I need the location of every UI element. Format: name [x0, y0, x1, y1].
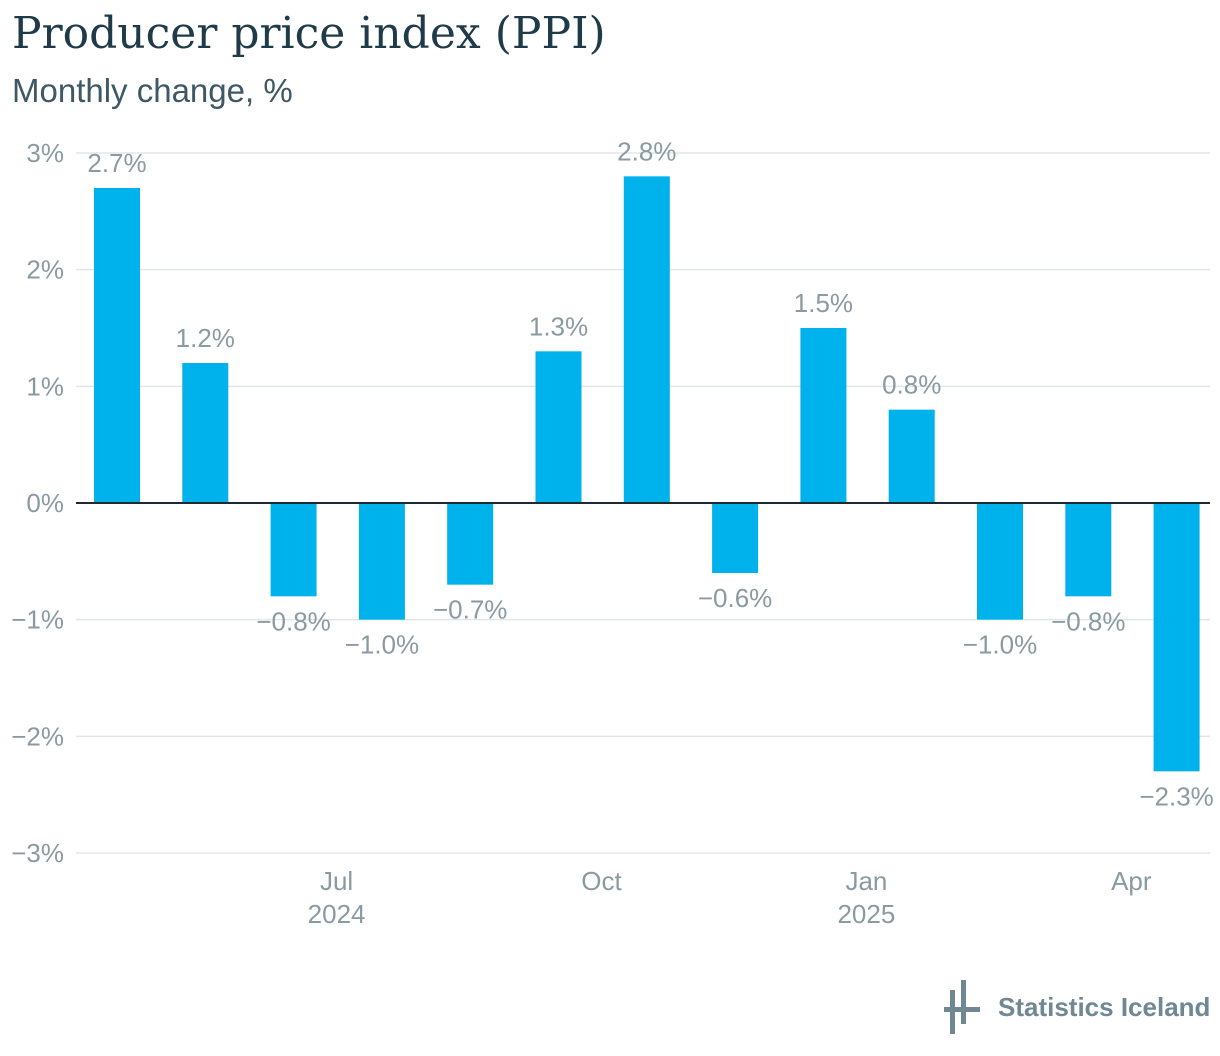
y-tick-label: −3% [11, 838, 64, 868]
x-tick-year-label: 2025 [837, 899, 895, 929]
x-tick-label: Jan [845, 866, 887, 896]
bar [358, 503, 405, 620]
x-tick-label: Jul [320, 866, 353, 896]
data-label: 2.7% [87, 148, 146, 178]
bar-chart: 3% 2% 1% 0% −1% −2% −3% 2.7% 1.2% −0.8% −1.0% −0.7%… [11, 136, 1214, 929]
x-tick-label: Oct [581, 866, 622, 896]
bar [270, 503, 317, 597]
data-label: −0.6% [698, 583, 772, 613]
statistics-iceland-logo: Statistics Iceland [944, 980, 1210, 1034]
y-tick-label: 0% [26, 488, 64, 518]
bar [447, 503, 494, 585]
logo-text: Statistics Iceland [998, 991, 1211, 1022]
bar [535, 351, 582, 503]
bar [977, 503, 1023, 620]
bar [1065, 503, 1112, 597]
bar [94, 188, 140, 503]
data-label: −2.3% [1139, 781, 1213, 811]
data-label: −0.8% [256, 606, 330, 636]
bar [1153, 503, 1200, 772]
data-label: 0.8% [882, 370, 941, 400]
bar [182, 363, 229, 503]
bar [712, 503, 759, 573]
statistics-iceland-logo-icon [944, 980, 980, 1034]
data-label: 2.8% [617, 136, 676, 166]
x-tick-year-label: 2024 [308, 899, 366, 929]
y-tick-label: 1% [26, 371, 64, 401]
y-tick-label: −2% [11, 721, 64, 751]
data-label: −1.0% [963, 630, 1037, 660]
bar [800, 328, 847, 503]
data-label: −0.7% [433, 595, 507, 625]
y-tick-label: −1% [11, 605, 64, 635]
chart-title: Producer price index (PPI) [12, 8, 606, 59]
bar [623, 176, 670, 504]
data-label: 1.2% [176, 323, 235, 353]
data-label: 1.5% [794, 288, 853, 318]
bar [888, 409, 935, 503]
x-tick-label: Apr [1111, 866, 1152, 896]
data-label: −1.0% [345, 630, 419, 660]
y-tick-label: 3% [26, 138, 64, 168]
y-tick-label: 2% [26, 255, 64, 285]
data-label: −0.8% [1051, 606, 1125, 636]
data-label: 1.3% [529, 311, 588, 341]
chart-subtitle: Monthly change, % [12, 72, 293, 109]
